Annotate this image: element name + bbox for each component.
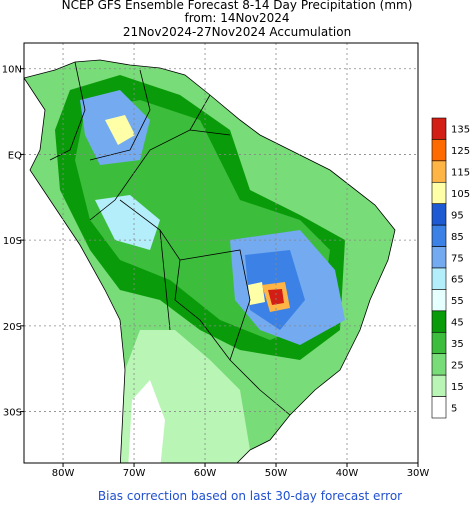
x-tick-label: 50W	[265, 468, 288, 479]
title-line: 21Nov2024-27Nov2024 Accumulation	[123, 25, 351, 39]
legend-label: 135	[451, 125, 470, 136]
legend-swatch	[431, 353, 447, 376]
legend-label: 85	[451, 232, 464, 243]
y-tick-label: 10N	[2, 65, 22, 76]
legend-swatch	[431, 203, 447, 226]
legend-swatch	[431, 139, 447, 162]
legend-label: 15	[451, 382, 464, 393]
x-tick-label: 60W	[194, 468, 217, 479]
y-tick-label: EQ	[8, 150, 22, 161]
very-heavy-precip	[95, 195, 160, 250]
legend-swatch	[431, 396, 447, 419]
legend-swatch	[431, 310, 447, 333]
legend-label: 125	[451, 146, 470, 157]
legend-swatch	[431, 267, 447, 290]
y-tick-label: 10S	[3, 236, 22, 247]
legend-label: 105	[451, 189, 470, 200]
legend-label: 45	[451, 318, 464, 329]
extreme-precip	[105, 115, 135, 145]
legend-label: 55	[451, 296, 464, 307]
title-line: from: 14Nov2024	[184, 11, 289, 25]
legend-swatch	[431, 246, 447, 269]
legend-label: 25	[451, 360, 464, 371]
legend-swatch	[431, 160, 447, 183]
x-tick-label: 80W	[52, 468, 75, 479]
legend-label: 95	[451, 210, 464, 221]
extreme-precip	[268, 289, 284, 305]
legend-swatch	[431, 374, 447, 397]
legend-swatch	[431, 289, 447, 312]
legend-label: 115	[451, 168, 470, 179]
legend-swatch	[431, 331, 447, 355]
country-borders	[49, 61, 291, 416]
legend-swatch	[431, 224, 447, 247]
y-tick-label: 30S	[3, 408, 22, 419]
coastline	[24, 59, 396, 463]
legend-label: 5	[451, 403, 457, 414]
title-line: NCEP GFS Ensemble Forecast 8-14 Day Prec…	[62, 0, 413, 12]
extreme-precip	[248, 282, 265, 305]
x-tick-label: 40W	[336, 468, 359, 479]
legend-label: 65	[451, 275, 464, 286]
x-tick-label: 70W	[123, 468, 146, 479]
legend-swatch	[431, 181, 447, 205]
legend-swatch	[431, 117, 447, 140]
legend-label: 75	[451, 253, 464, 264]
map-area	[24, 43, 418, 463]
x-tick-label: 30W	[407, 468, 430, 479]
map-frame	[23, 42, 419, 464]
y-tick-label: 20S	[3, 322, 22, 333]
dry-area	[128, 380, 165, 463]
legend-label: 35	[451, 339, 464, 350]
footnote: Bias correction based on last 30-day for…	[98, 489, 402, 503]
